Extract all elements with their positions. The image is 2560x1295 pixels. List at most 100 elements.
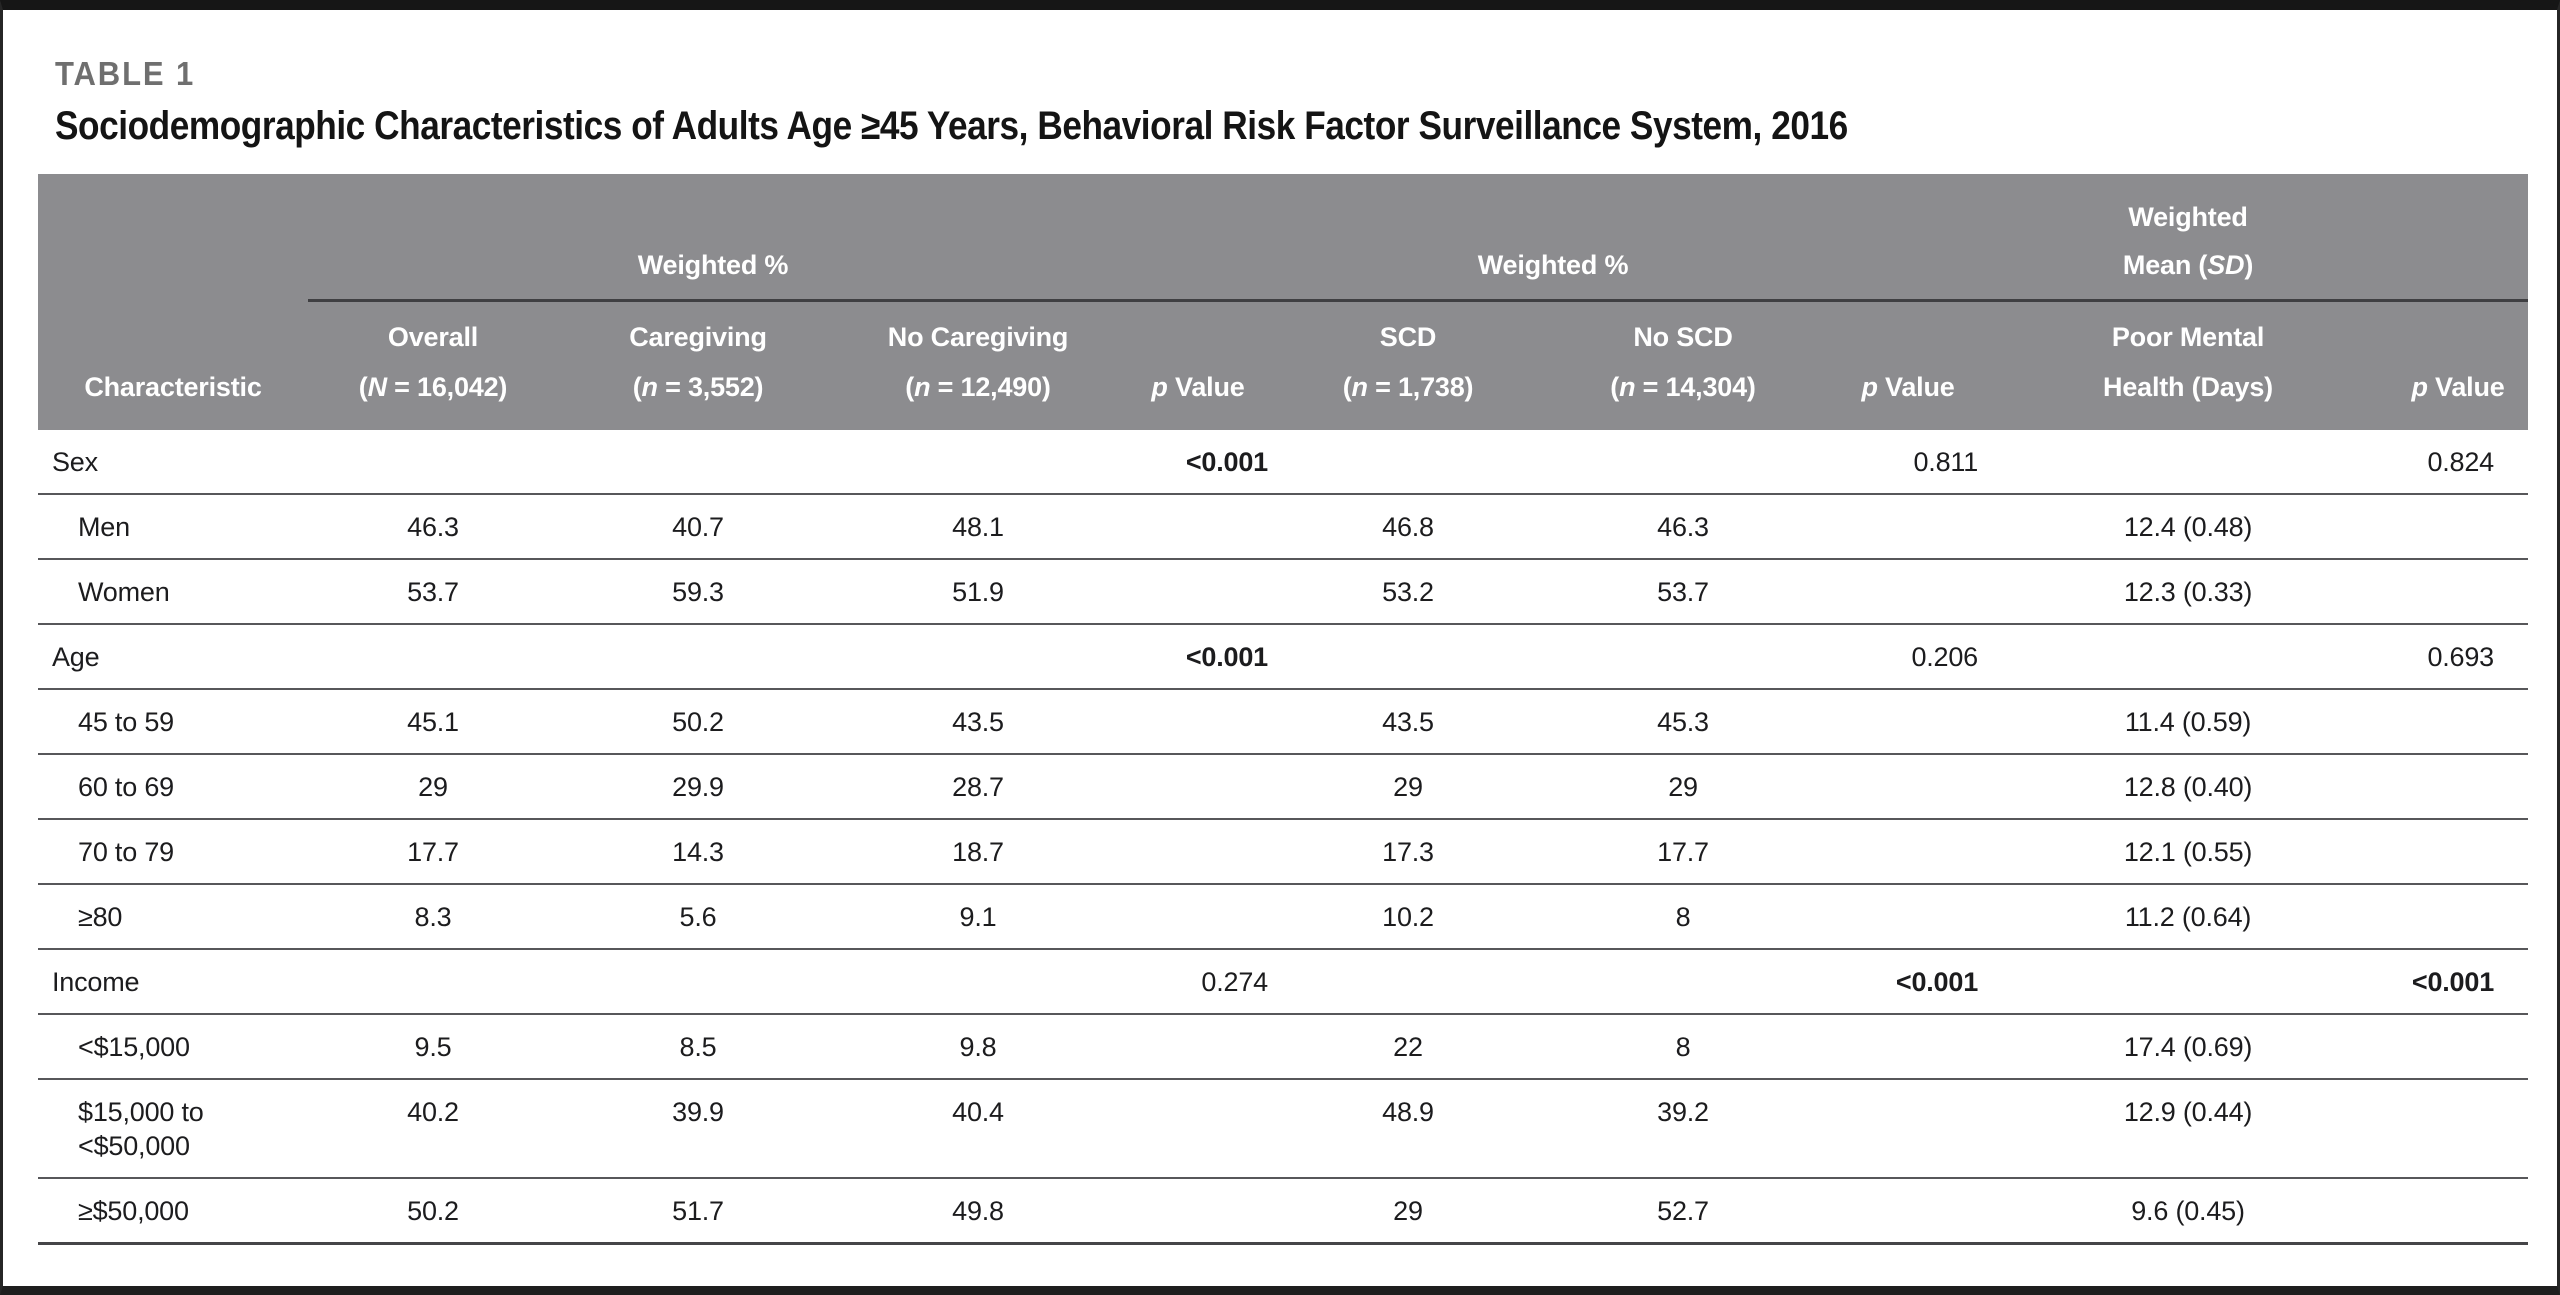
col-header-p-value-scd: p Value xyxy=(1828,300,1989,430)
cell-overall: 8.3 xyxy=(308,883,558,949)
cell-overall: 40.2 xyxy=(308,1078,558,1178)
table-number-label: TABLE 1 xyxy=(55,55,196,92)
cell-p-value-scd xyxy=(1828,753,1989,819)
cell-poor-mental-health-days: 12.8 (0.40) xyxy=(1988,753,2389,819)
cell-no-caregiving: 9.1 xyxy=(838,883,1118,949)
cell-scd: 17.3 xyxy=(1278,818,1538,884)
col-header-scd: SCD (n = 1,738) xyxy=(1278,300,1538,430)
cell-caregiving: 8.5 xyxy=(558,1013,838,1079)
demographics-table: Weighted % Weighted % Weighted Mean (SD)… xyxy=(38,174,2529,1245)
cell-scd: 43.5 xyxy=(1278,688,1538,754)
cell-caregiving: 14.3 xyxy=(558,818,838,884)
cell-scd: 53.2 xyxy=(1278,558,1538,624)
cell-poor-mental-health-days xyxy=(1988,623,2389,689)
cell-no-scd: 17.7 xyxy=(1538,818,1829,884)
cell-p-value-mental-health: 0.824 xyxy=(2388,430,2529,494)
table-row-60-69: 60 to 69 29 29.9 28.7 29 29 12.8 (0.40) xyxy=(38,753,2529,819)
cell-p-value-mental-health xyxy=(2388,753,2529,819)
cell-scd: 10.2 xyxy=(1278,883,1538,949)
cell-p-value-scd: 0.206 xyxy=(1828,623,1989,689)
col-header-p-value-mental-health: p Value xyxy=(2388,300,2529,430)
cell-caregiving: 29.9 xyxy=(558,753,838,819)
cell-p-value-caregiving xyxy=(1118,493,1278,559)
cell-poor-mental-health-days: 12.1 (0.55) xyxy=(1988,818,2389,884)
cell-scd xyxy=(1278,623,1538,689)
cell-no-scd xyxy=(1538,948,1829,1014)
cell-no-caregiving xyxy=(838,948,1118,1014)
cell-p-value-caregiving: <0.001 xyxy=(1118,623,1278,689)
cell-overall: 29 xyxy=(308,753,558,819)
cell-no-caregiving: 18.7 xyxy=(838,818,1118,884)
cell-p-value-mental-health xyxy=(2388,493,2529,559)
cell-no-scd: 45.3 xyxy=(1538,688,1829,754)
cell-p-value-mental-health xyxy=(2388,818,2529,884)
cell-caregiving xyxy=(558,948,838,1014)
col-header-no-scd: No SCD (n = 14,304) xyxy=(1538,300,1829,430)
cell-scd: 22 xyxy=(1278,1013,1538,1079)
table-row-80-plus: ≥80 8.3 5.6 9.1 10.2 8 11.2 (0.64) xyxy=(38,883,2529,949)
cell-p-value-mental-health: 0.693 xyxy=(2388,623,2529,689)
page-title: Sociodemographic Characteristics of Adul… xyxy=(55,104,1848,148)
cell-no-scd: 53.7 xyxy=(1538,558,1829,624)
table-header: Weighted % Weighted % Weighted Mean (SD)… xyxy=(38,174,2529,430)
cell-caregiving: 51.7 xyxy=(558,1177,838,1245)
cell-p-value-caregiving xyxy=(1118,558,1278,624)
table-row-under-15k: <$15,000 9.5 8.5 9.8 22 8 17.4 (0.69) xyxy=(38,1013,2529,1079)
cell-no-caregiving: 9.8 xyxy=(838,1013,1118,1079)
group-header-weighted-mean: Weighted Mean (SD) xyxy=(1988,174,2389,302)
cell-no-scd: 8 xyxy=(1538,883,1829,949)
cell-p-value-mental-health xyxy=(2388,1078,2529,1178)
cell-overall: 53.7 xyxy=(308,558,558,624)
cell-p-value-scd xyxy=(1828,1177,1989,1245)
cell-poor-mental-health-days xyxy=(1988,430,2389,494)
group-header-weighted-mean-line2: Mean (SD) xyxy=(2122,249,2254,280)
cell-overall: 9.5 xyxy=(308,1013,558,1079)
cell-p-value-scd: <0.001 xyxy=(1828,948,1989,1014)
cell-caregiving xyxy=(558,623,838,689)
cell-no-caregiving: 40.4 xyxy=(838,1078,1118,1178)
row-label: ≥$50,000 xyxy=(38,1177,308,1245)
table-row-age: Age <0.001 0.206 0.693 xyxy=(38,623,2529,689)
row-label: Age xyxy=(38,623,308,689)
group-header-row: Weighted % Weighted % Weighted Mean (SD) xyxy=(38,174,2529,302)
cell-overall: 17.7 xyxy=(308,818,558,884)
cell-p-value-scd xyxy=(1828,883,1989,949)
cell-p-value-mental-health: <0.001 xyxy=(2388,948,2529,1014)
row-label: Women xyxy=(38,558,308,624)
cell-caregiving xyxy=(558,430,838,494)
cell-overall xyxy=(308,430,558,494)
group-header-weighted-mean-line1: Weighted xyxy=(2128,201,2248,232)
cell-poor-mental-health-days: 9.6 (0.45) xyxy=(1988,1177,2389,1245)
cell-p-value-mental-health xyxy=(2388,883,2529,949)
row-label: 70 to 79 xyxy=(38,818,308,884)
cell-caregiving: 50.2 xyxy=(558,688,838,754)
group-header-spacer-p1 xyxy=(1118,174,1278,302)
cell-no-scd: 39.2 xyxy=(1538,1078,1829,1178)
cell-overall: 45.1 xyxy=(308,688,558,754)
cell-no-caregiving: 49.8 xyxy=(838,1177,1118,1245)
row-label: 60 to 69 xyxy=(38,753,308,819)
cell-p-value-mental-health xyxy=(2388,688,2529,754)
cell-no-caregiving xyxy=(838,430,1118,494)
cell-p-value-scd xyxy=(1828,558,1989,624)
cell-caregiving: 5.6 xyxy=(558,883,838,949)
col-header-p-value-caregiving: p Value xyxy=(1118,300,1278,430)
cell-overall: 50.2 xyxy=(308,1177,558,1245)
table-body: Sex <0.001 0.811 0.824 Men 46.3 40.7 48.… xyxy=(38,430,2529,1245)
cell-poor-mental-health-days: 12.4 (0.48) xyxy=(1988,493,2389,559)
cell-caregiving: 39.9 xyxy=(558,1078,838,1178)
cell-p-value-caregiving xyxy=(1118,753,1278,819)
table-row-45-59: 45 to 59 45.1 50.2 43.5 43.5 45.3 11.4 (… xyxy=(38,688,2529,754)
cell-no-scd xyxy=(1538,430,1829,494)
cell-poor-mental-health-days: 12.3 (0.33) xyxy=(1988,558,2389,624)
cell-p-value-scd xyxy=(1828,1013,1989,1079)
cell-p-value-caregiving: 0.274 xyxy=(1118,948,1278,1014)
cell-no-scd: 8 xyxy=(1538,1013,1829,1079)
table-row-income: Income 0.274 <0.001 <0.001 xyxy=(38,948,2529,1014)
group-header-spacer-p2 xyxy=(1828,174,1989,302)
col-header-overall: Overall (N = 16,042) xyxy=(308,300,558,430)
row-label: Income xyxy=(38,948,308,1014)
cell-scd: 48.9 xyxy=(1278,1078,1538,1178)
cell-p-value-caregiving xyxy=(1118,1013,1278,1079)
cell-scd: 46.8 xyxy=(1278,493,1538,559)
